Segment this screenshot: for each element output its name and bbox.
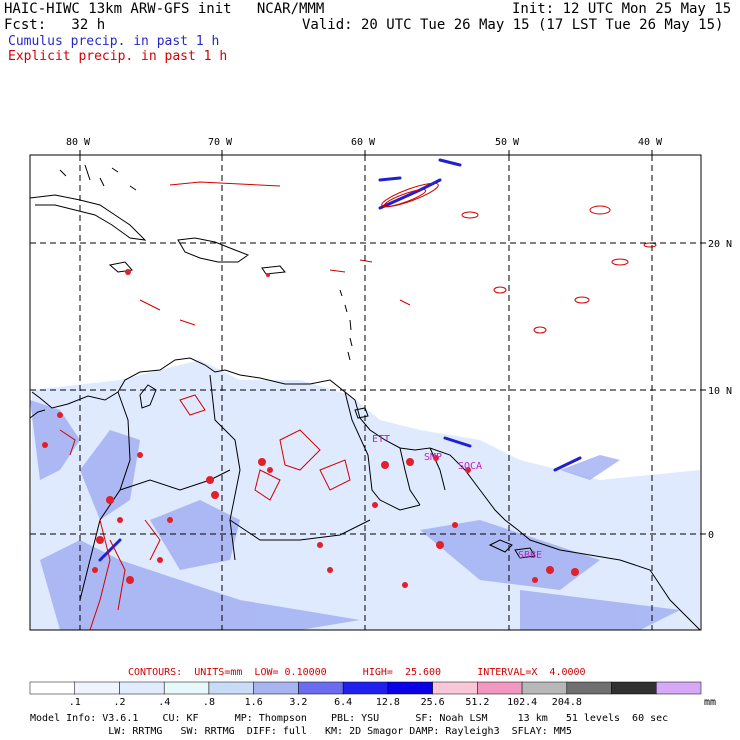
colorbar-tick-label: 3.2: [289, 697, 308, 708]
lat-label-10n: 10 N: [708, 386, 732, 397]
lat-lon-grid: [30, 155, 701, 630]
explicit-precip-cores: [42, 269, 579, 588]
colorbar-swatch: [74, 681, 120, 695]
colorbar-tick-label: .1: [68, 697, 81, 708]
colorbar-unit: mm: [704, 697, 717, 708]
valid-time: Valid: 20 UTC Tue 26 May 15 (17 LST Tue …: [302, 17, 724, 33]
colorbar-swatch: [342, 681, 389, 695]
colorbar-tick-label: .8: [202, 697, 215, 708]
place-soca: SOCA: [458, 461, 482, 472]
cumulus-legend: Cumulus precip. in past 1 h: [8, 34, 220, 49]
place-smp: SMP: [424, 452, 442, 463]
colorbar-swatch: [119, 681, 165, 695]
cumulus-precip-blue: [30, 400, 680, 630]
colorbar-swatch: [298, 681, 344, 695]
colorbar-tick-label: 204.8: [551, 697, 582, 708]
model-info-line2: LW: RRTMG SW: RRTMG DIFF: full KM: 2D Sm…: [30, 726, 572, 737]
colorbar-tick-label: 6.4: [334, 697, 353, 708]
colorbar-tick-label: 12.8: [375, 697, 400, 708]
colorbar-swatch: [521, 681, 568, 695]
colorbar-tick-label: .4: [158, 697, 171, 708]
coastlines: [30, 164, 701, 630]
colorbar-swatch: [29, 681, 75, 695]
colorbar-tick-label: 1.6: [244, 697, 263, 708]
lat-label-0: 0: [708, 530, 714, 541]
colorbar-swatch: [432, 681, 478, 695]
contours-info: CONTOURS: UNITS=mm LOW= 0.10000 HIGH= 25…: [128, 667, 586, 678]
place-sbbe: SBBE: [518, 550, 542, 561]
lon-label-70w: 70 W: [208, 137, 233, 148]
forecast-hour: Fcst: 32 h: [4, 17, 106, 33]
colorbar-tick-label: 25.6: [420, 697, 445, 708]
model-info-line1: Model Info: V3.6.1 CU: KF MP: Thompson P…: [30, 713, 669, 724]
lon-label-40w: 40 W: [638, 137, 663, 148]
tick-marks: [79, 150, 706, 535]
lon-label-80w: 80 W: [66, 137, 91, 148]
explicit-legend: Explicit precip. in past 1 h: [8, 49, 228, 64]
place-ett: ETT: [372, 434, 390, 445]
colorbar-tick-label: 51.2: [465, 697, 490, 708]
init-time: Init: 12 UTC Mon 25 May 15: [512, 1, 732, 17]
colorbar-tick-label: .2: [113, 697, 126, 708]
lon-label-60w: 60 W: [351, 137, 376, 148]
explicit-precip-contours: [59, 181, 657, 630]
colorbar-swatch: [611, 681, 657, 695]
colorbar: [29, 681, 702, 695]
colorbar-swatch: [477, 681, 523, 695]
precip-map: 80 W 70 W 60 W 50 W 40 W 20 N 10 N 0 ETT…: [29, 137, 732, 631]
colorbar-swatch: [163, 681, 210, 695]
lon-label-50w: 50 W: [495, 137, 520, 148]
colorbar-swatch: [656, 681, 702, 695]
colorbar-tick-label: 102.4: [507, 697, 538, 708]
colorbar-swatch: [566, 681, 612, 695]
title-line: HAIC-HIWC 13km ARW-GFS init NCAR/MMM: [4, 1, 325, 17]
colorbar-swatch: [253, 681, 299, 695]
colorbar-swatch: [208, 681, 254, 695]
lat-label-20n: 20 N: [708, 239, 732, 250]
colorbar-swatch: [387, 681, 433, 695]
